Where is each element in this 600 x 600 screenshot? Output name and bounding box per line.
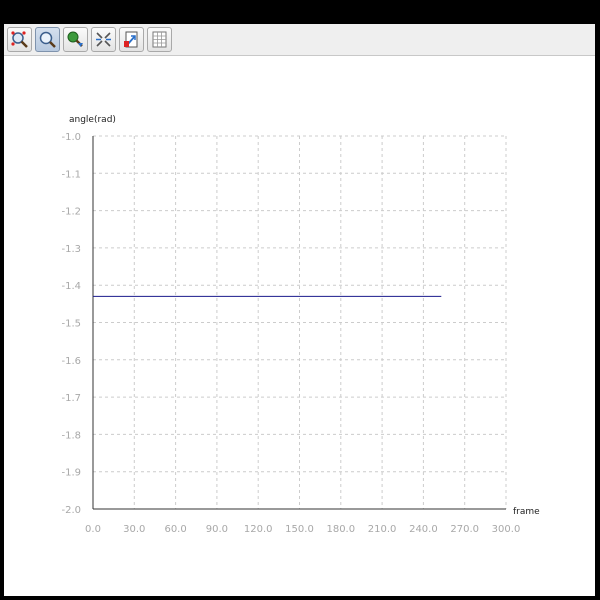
zoom-extent-icon <box>11 31 28 48</box>
table-button[interactable] <box>147 27 172 52</box>
x-tick-label: 180.0 <box>326 524 355 535</box>
y-tick-label: -1.2 <box>61 207 81 218</box>
y-tick-label: -2.0 <box>61 505 81 516</box>
zoom-out-axes-button[interactable] <box>91 27 116 52</box>
y-tick-label: -1.7 <box>61 393 81 404</box>
y-tick-label: -1.8 <box>61 430 81 441</box>
pan-icon <box>67 31 83 47</box>
toolbar <box>4 24 595 56</box>
x-tick-label: 210.0 <box>368 524 397 535</box>
x-tick-label: 270.0 <box>450 524 479 535</box>
chart-area: 0.0 30.0 60.0 90.0 120.0 150.0 180.0 210.0 240.0… <box>4 56 595 596</box>
x-tick-label: 300.0 <box>492 524 521 535</box>
x-tick-label: 30.0 <box>123 524 145 535</box>
x-tick-label: 90.0 <box>206 524 228 535</box>
y-tick-label: -1.1 <box>61 169 81 180</box>
y-tick-label: -1.4 <box>61 281 81 292</box>
y-tick-label: -1.5 <box>61 319 81 330</box>
x-tick-label: 120.0 <box>244 524 273 535</box>
x-tick-label: 60.0 <box>164 524 186 535</box>
pan-button[interactable] <box>63 27 88 52</box>
y-axis-label: angle(rad) <box>69 115 116 125</box>
x-axis-label: frame <box>513 507 540 517</box>
chart-window: 0.0 30.0 60.0 90.0 120.0 150.0 180.0 210.0 240.0… <box>4 24 595 596</box>
y-tick-label: -1.3 <box>61 244 81 255</box>
x-tick-label: 240.0 <box>409 524 438 535</box>
table-icon <box>152 31 167 48</box>
zoom-button[interactable] <box>35 27 60 52</box>
zoom-icon <box>39 31 56 48</box>
y-tick-label: -1.6 <box>61 356 81 367</box>
y-tick-label: -1.9 <box>61 468 81 479</box>
line-chart[interactable]: 0.0 30.0 60.0 90.0 120.0 150.0 180.0 210.0 240.0… <box>4 56 595 596</box>
export-button[interactable] <box>119 27 144 52</box>
zoom-extent-button[interactable] <box>7 27 32 52</box>
x-tick-label: 0.0 <box>85 524 101 535</box>
x-tick-label: 150.0 <box>285 524 314 535</box>
export-icon <box>124 31 138 48</box>
zoom-out-axes-icon <box>96 32 111 47</box>
y-tick-label: -1.0 <box>61 132 81 143</box>
